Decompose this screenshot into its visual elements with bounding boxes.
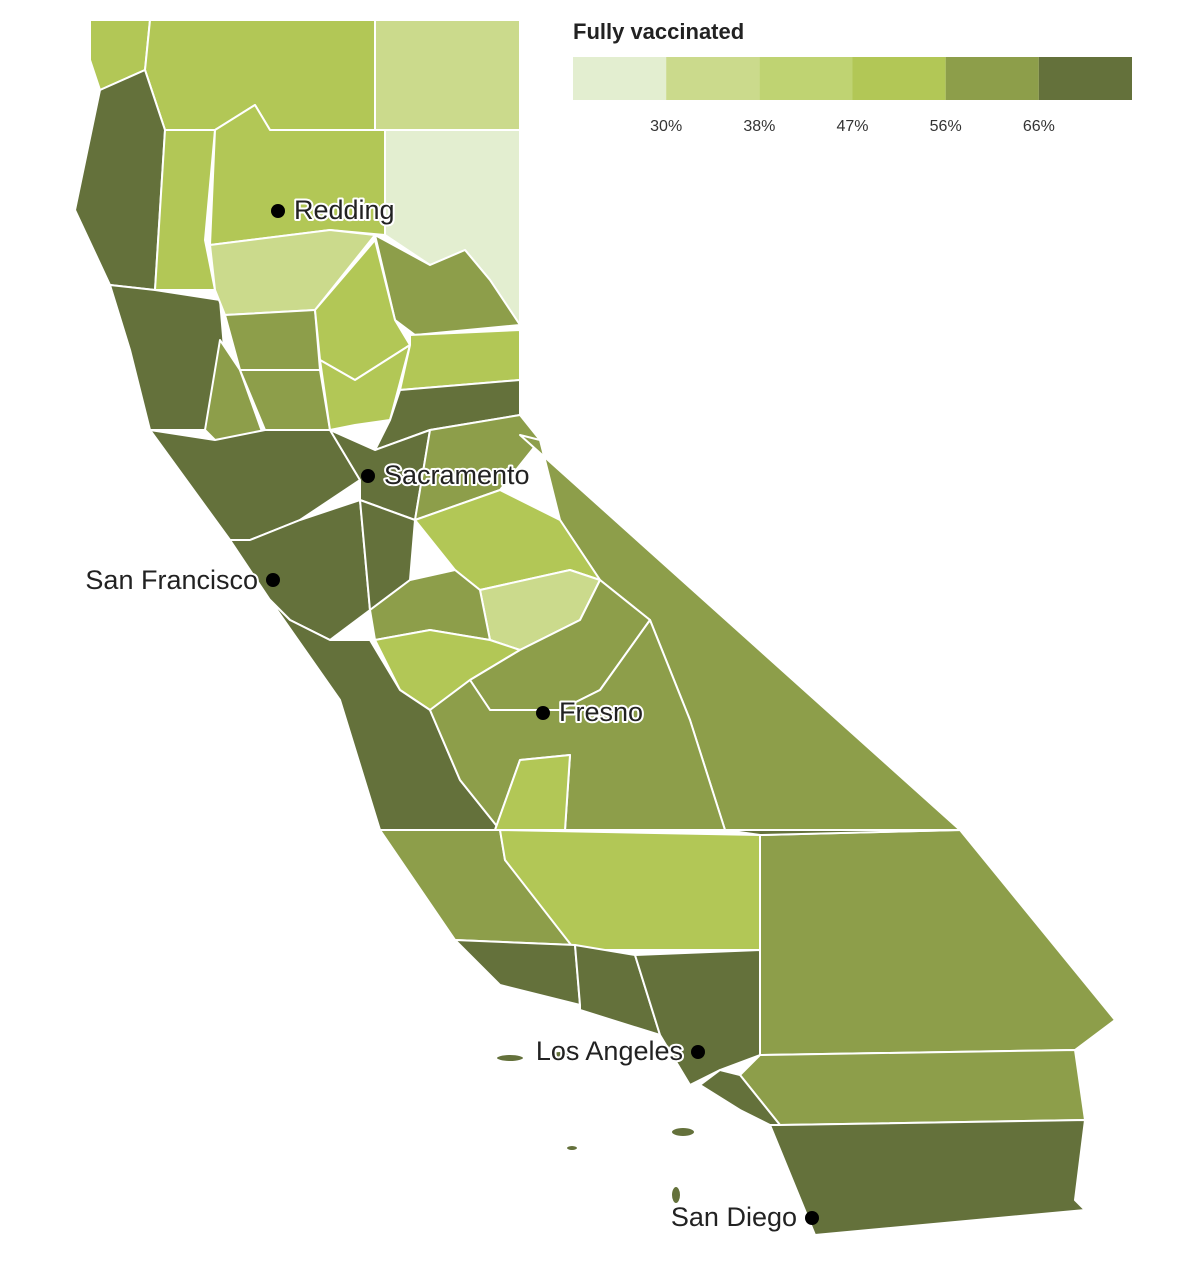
legend-tick: 38% bbox=[743, 118, 775, 135]
counties bbox=[74, 19, 1116, 1236]
legend-title: Fully vaccinated bbox=[573, 19, 744, 44]
county bbox=[374, 19, 521, 131]
county bbox=[454, 939, 581, 1006]
legend-tick: 30% bbox=[650, 118, 682, 135]
city-marker bbox=[361, 469, 375, 483]
city-marker bbox=[536, 706, 550, 720]
city-label: San Diego bbox=[671, 1202, 797, 1232]
legend: Fully vaccinated 30% 38% 47% 56% 66% bbox=[573, 19, 1132, 135]
legend-tick: 66% bbox=[1023, 118, 1055, 135]
city-marker bbox=[271, 204, 285, 218]
city-marker bbox=[691, 1045, 705, 1059]
legend-swatch bbox=[945, 57, 1039, 100]
county bbox=[74, 69, 166, 291]
city-label: Fresno bbox=[559, 697, 643, 727]
island bbox=[670, 1126, 696, 1138]
legend-tick: 47% bbox=[836, 118, 868, 135]
county bbox=[739, 1049, 1086, 1126]
county bbox=[154, 129, 216, 291]
legend-swatch bbox=[666, 57, 760, 100]
city-label: Los Angeles bbox=[536, 1036, 683, 1066]
county bbox=[414, 414, 541, 521]
cities: Redding Sacramento San Francisco Fresno … bbox=[83, 193, 819, 1234]
city-marker bbox=[805, 1211, 819, 1225]
legend-tick: 56% bbox=[930, 118, 962, 135]
city-label: San Francisco bbox=[85, 565, 258, 595]
county bbox=[759, 829, 1116, 1056]
island bbox=[565, 1144, 579, 1152]
legend-swatch bbox=[573, 57, 667, 100]
county bbox=[494, 754, 571, 831]
legend-swatch bbox=[1038, 57, 1132, 100]
island bbox=[549, 1050, 571, 1060]
city-label: Sacramento bbox=[384, 460, 530, 490]
island bbox=[670, 1185, 682, 1205]
county bbox=[499, 829, 761, 951]
county bbox=[374, 234, 521, 336]
city-label: Redding bbox=[294, 195, 395, 225]
city-marker bbox=[266, 573, 280, 587]
legend-swatch bbox=[852, 57, 946, 100]
county bbox=[769, 1119, 1086, 1236]
county bbox=[224, 309, 321, 371]
island bbox=[495, 1053, 525, 1063]
legend-swatch bbox=[759, 57, 853, 100]
county bbox=[724, 829, 961, 836]
